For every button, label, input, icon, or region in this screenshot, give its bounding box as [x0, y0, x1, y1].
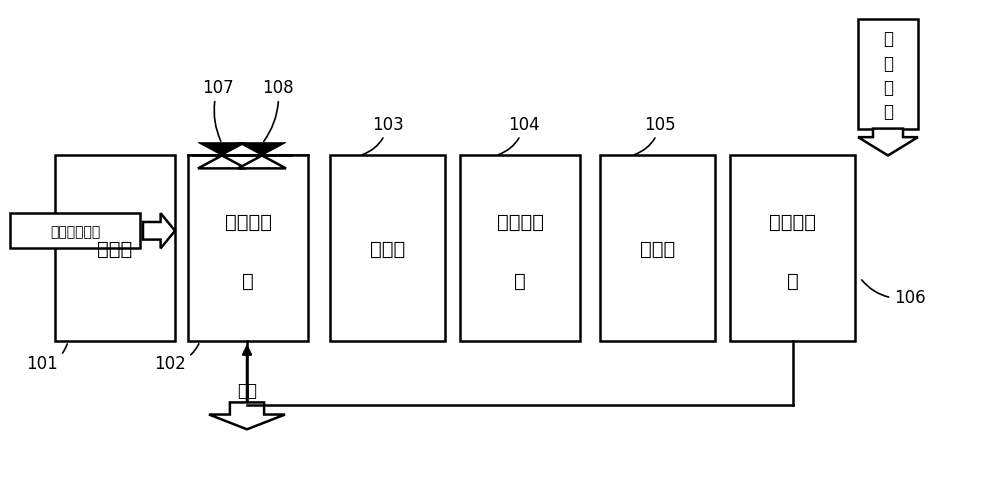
Polygon shape: [198, 156, 246, 169]
Text: 碱洗槽: 碱洗槽: [370, 240, 405, 258]
Bar: [460, 156, 580, 342]
Text: 槽: 槽: [787, 271, 798, 290]
Text: 103: 103: [363, 116, 404, 155]
Bar: [858, 20, 918, 129]
Polygon shape: [858, 129, 918, 156]
Bar: [730, 156, 855, 342]
Text: 102: 102: [154, 344, 199, 372]
Polygon shape: [238, 143, 286, 156]
Text: 去: 去: [883, 30, 893, 48]
Bar: [330, 156, 445, 342]
Text: 101: 101: [26, 344, 67, 372]
Text: 105: 105: [635, 116, 676, 155]
Text: 107: 107: [202, 79, 234, 142]
Text: 酸洗槽: 酸洗槽: [640, 240, 675, 258]
Text: 蚀刻槽: 蚀刻槽: [97, 240, 133, 258]
Text: 槽: 槽: [242, 271, 254, 290]
Polygon shape: [238, 156, 286, 169]
Text: 离: 离: [883, 55, 893, 72]
Text: 第一清洗: 第一清洗: [224, 213, 272, 231]
Text: 槽: 槽: [514, 271, 526, 290]
Bar: [600, 156, 715, 342]
Text: 水: 水: [883, 103, 893, 121]
Text: 第三清洗: 第三清洗: [769, 213, 816, 231]
Text: 第二清洗: 第二清洗: [496, 213, 544, 231]
Bar: [10, 214, 140, 249]
Polygon shape: [143, 214, 175, 249]
Text: 排放: 排放: [237, 382, 257, 399]
Text: 子: 子: [883, 79, 893, 97]
Text: 104: 104: [499, 116, 540, 155]
Polygon shape: [209, 403, 285, 429]
Bar: [188, 156, 308, 342]
Bar: [55, 156, 175, 342]
Text: 106: 106: [862, 280, 926, 306]
Polygon shape: [198, 143, 246, 156]
Text: 108: 108: [262, 79, 294, 142]
Text: 硅片行走方向: 硅片行走方向: [50, 224, 100, 238]
